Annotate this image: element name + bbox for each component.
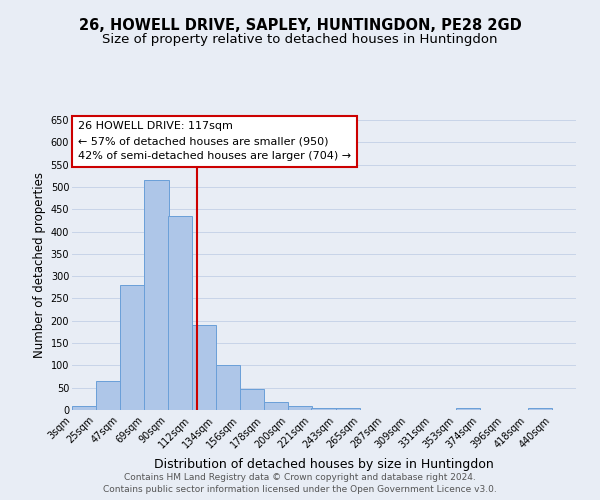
Text: Size of property relative to detached houses in Huntingdon: Size of property relative to detached ho… xyxy=(102,32,498,46)
Bar xyxy=(457,408,481,410)
Text: Contains HM Land Registry data © Crown copyright and database right 2024.: Contains HM Land Registry data © Crown c… xyxy=(124,473,476,482)
Bar xyxy=(216,366,240,410)
Bar xyxy=(335,408,359,410)
Text: Contains public sector information licensed under the Open Government Licence v3: Contains public sector information licen… xyxy=(103,484,497,494)
Bar xyxy=(240,390,264,410)
Bar xyxy=(72,406,96,410)
Bar xyxy=(191,325,216,410)
X-axis label: Distribution of detached houses by size in Huntingdon: Distribution of detached houses by size … xyxy=(154,458,494,471)
Bar xyxy=(167,216,191,410)
Bar xyxy=(96,381,121,410)
Bar xyxy=(527,408,552,410)
Bar xyxy=(145,180,169,410)
Y-axis label: Number of detached properties: Number of detached properties xyxy=(34,172,46,358)
Bar xyxy=(121,285,145,410)
Bar xyxy=(264,402,289,410)
Bar xyxy=(311,408,335,410)
Text: 26, HOWELL DRIVE, SAPLEY, HUNTINGDON, PE28 2GD: 26, HOWELL DRIVE, SAPLEY, HUNTINGDON, PE… xyxy=(79,18,521,32)
Bar xyxy=(289,406,313,410)
Text: 26 HOWELL DRIVE: 117sqm
← 57% of detached houses are smaller (950)
42% of semi-d: 26 HOWELL DRIVE: 117sqm ← 57% of detache… xyxy=(78,122,351,161)
